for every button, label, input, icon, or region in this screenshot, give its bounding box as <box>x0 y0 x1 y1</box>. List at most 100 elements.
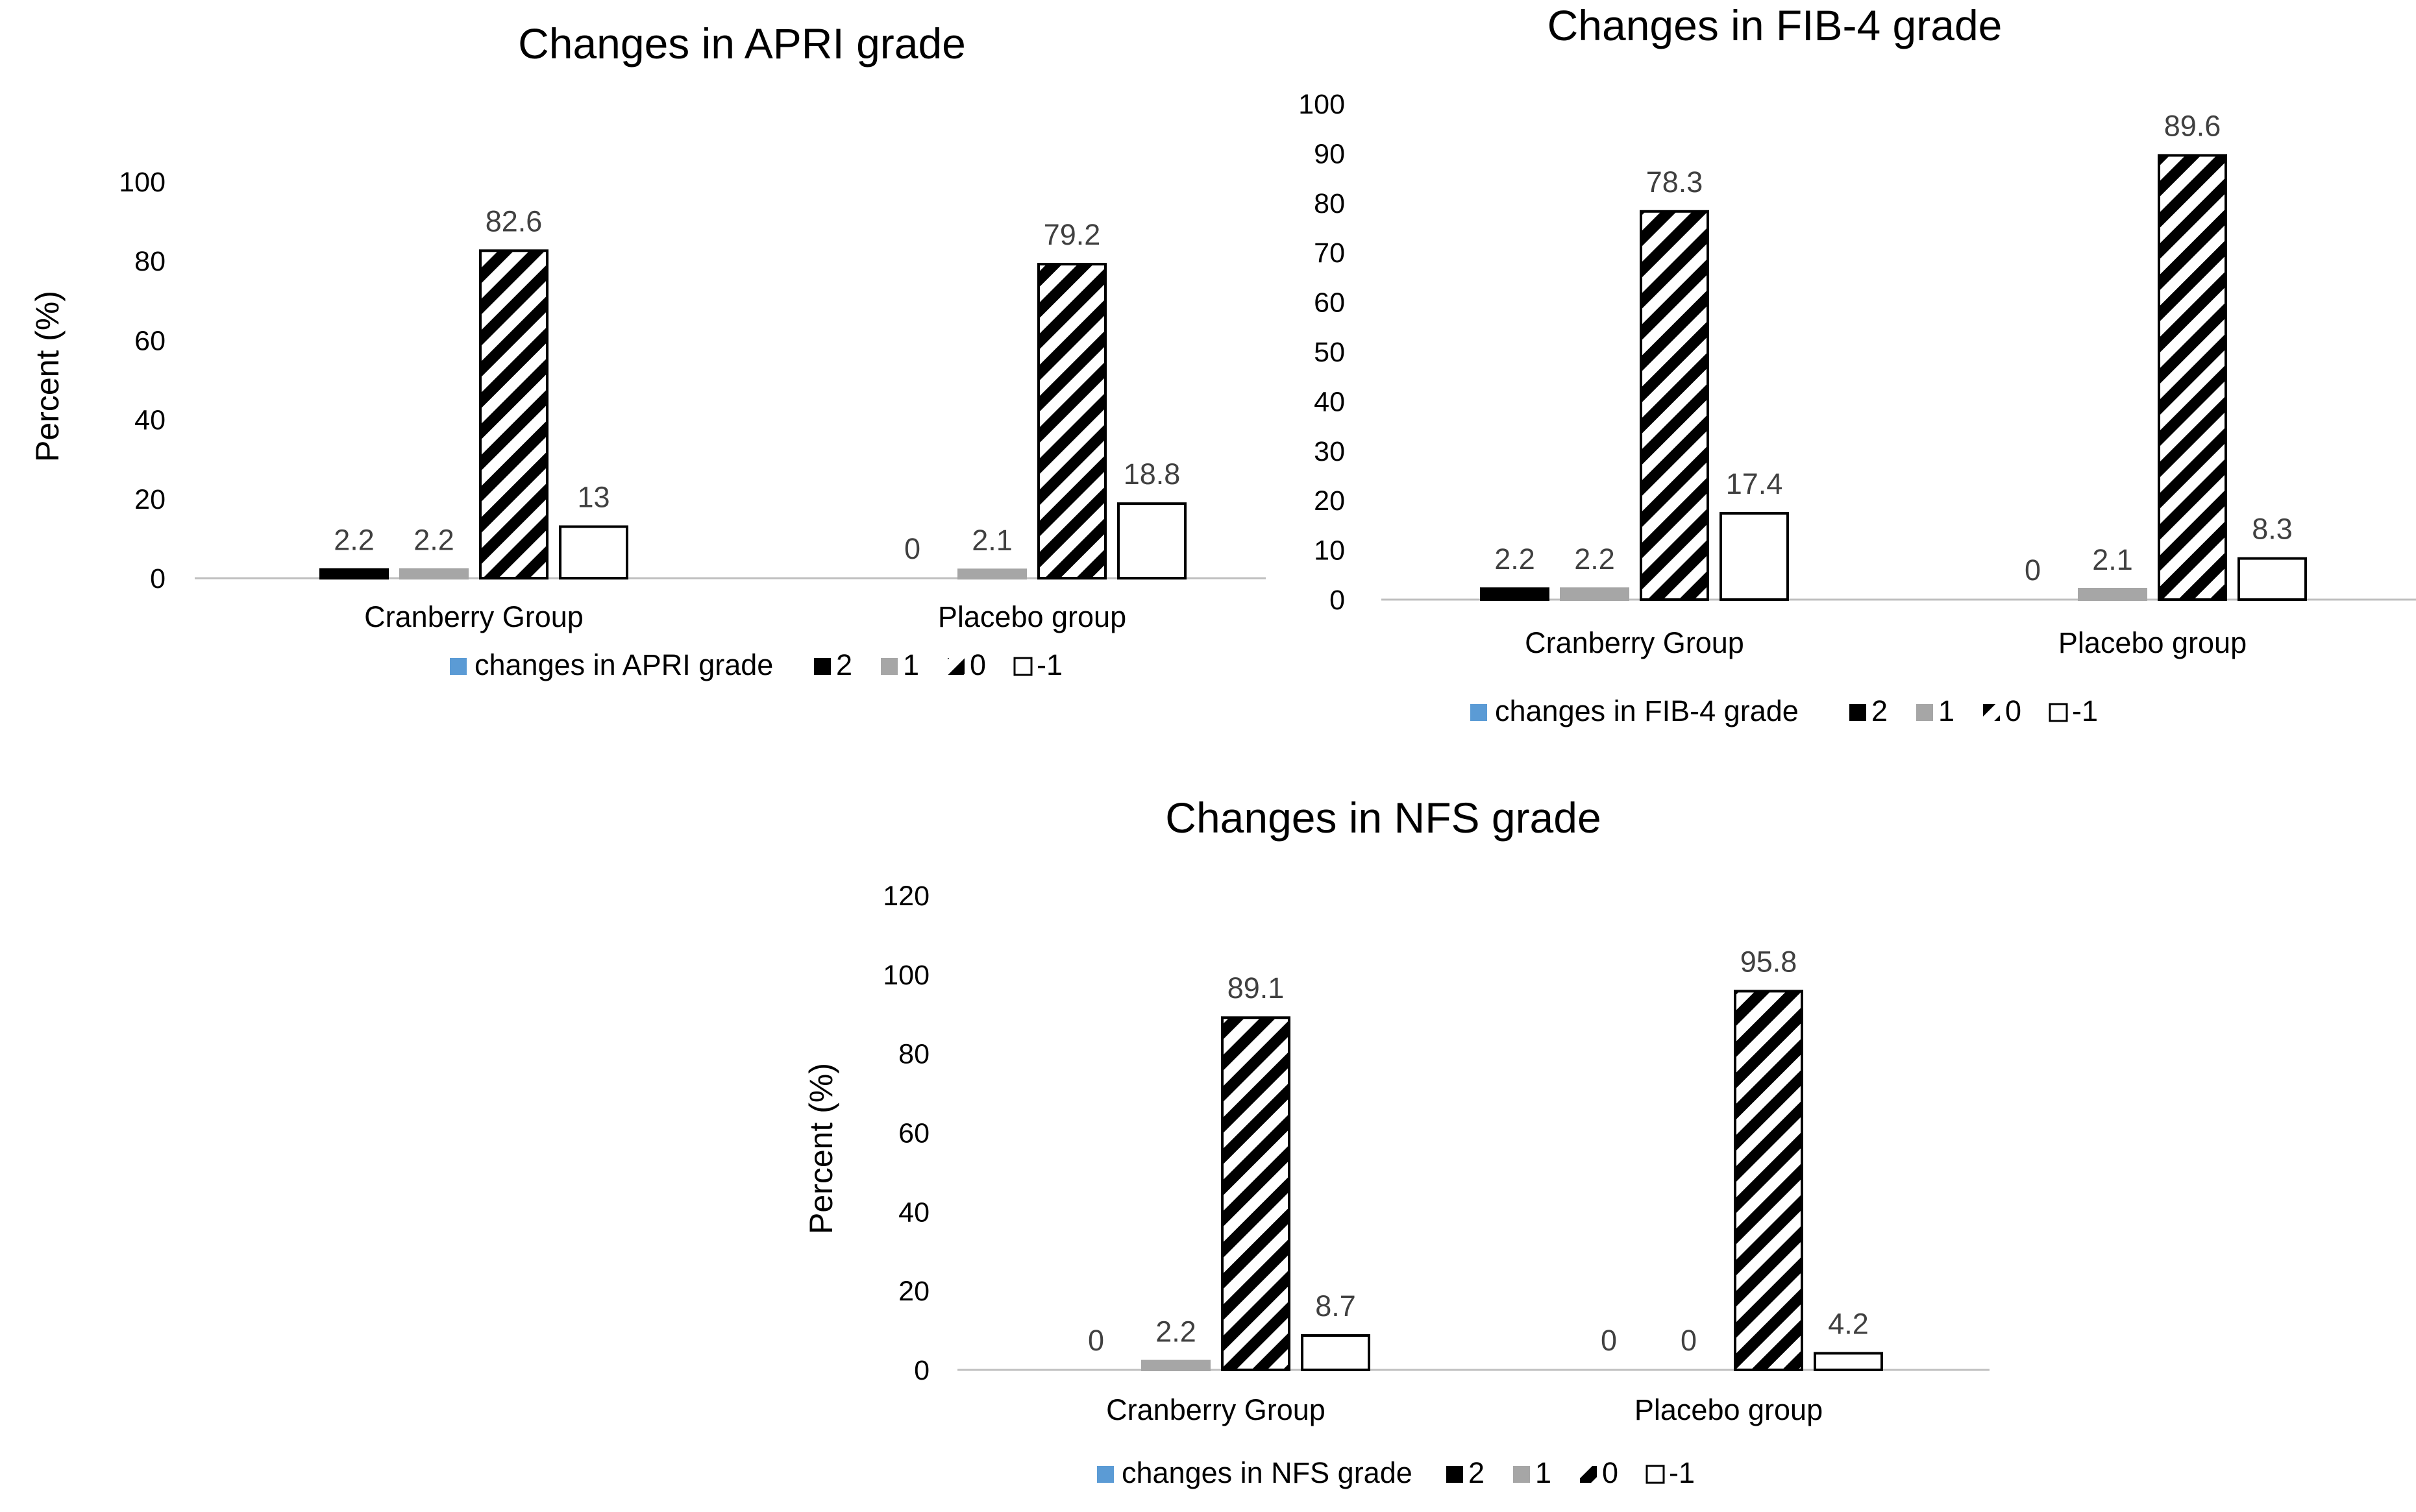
category-label: Placebo group <box>938 600 1126 633</box>
bar-1-0 <box>399 568 469 579</box>
category-label: Cranberry Group <box>1525 626 1744 659</box>
y-tick-label: 120 <box>883 881 930 912</box>
bar-1-0 <box>1141 1360 1211 1372</box>
legend-swatch <box>2049 703 2068 722</box>
data-label: 2.2 <box>1155 1315 1196 1348</box>
bar--1-0 <box>1301 1334 1370 1371</box>
y-tick-label: 40 <box>134 405 166 436</box>
bar--1-1 <box>1117 502 1187 580</box>
legend-swatch <box>1646 1465 1665 1484</box>
bar--1-0 <box>559 525 628 580</box>
y-tick-label: 10 <box>1314 535 1345 567</box>
data-label: 78.3 <box>1646 165 1703 199</box>
bar-2-0 <box>1480 587 1549 602</box>
data-label: 8.7 <box>1315 1289 1356 1323</box>
y-tick-label: 0 <box>150 563 166 594</box>
chart-title: Changes in APRI grade <box>518 19 966 67</box>
y-tick-label: 60 <box>1314 287 1345 319</box>
data-label: 0 <box>1681 1324 1697 1357</box>
data-label: 2.1 <box>972 524 1013 557</box>
legend-swatch <box>1097 1466 1114 1483</box>
data-label: 0 <box>1601 1324 1617 1357</box>
legend-swatch <box>948 658 965 675</box>
y-tick-label: 70 <box>1314 238 1345 269</box>
legend: changes in NFS grade 2 1 0 -1 <box>1097 1456 1695 1489</box>
y-tick-label: 100 <box>883 960 930 991</box>
bar-0-1 <box>1037 263 1107 579</box>
legend-swatch <box>1983 704 2000 721</box>
bar-1-0 <box>1560 587 1629 602</box>
legend-swatch <box>1013 657 1033 676</box>
bar-1-1 <box>957 568 1027 580</box>
legend-label: 2 <box>1468 1456 1485 1489</box>
legend-swatch <box>1849 704 1866 721</box>
y-axis-label: Percent (%) <box>803 1063 839 1234</box>
legend-swatch <box>1916 704 1933 721</box>
legend-label: 1 <box>903 648 919 681</box>
legend-label: 2 <box>836 648 852 681</box>
bar-0-0 <box>1221 1016 1290 1372</box>
legend-label: 1 <box>1535 1456 1551 1489</box>
category-label: Placebo group <box>1634 1393 1823 1426</box>
legend-swatch <box>881 658 898 675</box>
y-tick-label: 20 <box>1314 485 1345 517</box>
data-label: 0 <box>904 532 920 565</box>
data-label: 0 <box>1088 1324 1104 1357</box>
data-label: 2.1 <box>2092 543 2133 576</box>
y-tick-label: 20 <box>898 1276 930 1307</box>
bar--1-0 <box>1720 512 1789 602</box>
y-tick-label: 0 <box>1329 585 1345 616</box>
y-tick-label: 0 <box>914 1355 930 1386</box>
data-label: 95.8 <box>1740 945 1797 978</box>
y-tick-label: 60 <box>134 325 166 356</box>
bar-0-0 <box>479 249 549 579</box>
y-axis-label: Percent (%) <box>29 291 66 462</box>
data-label: 13 <box>577 481 610 514</box>
data-label: 4.2 <box>1828 1307 1869 1340</box>
data-label: 2.2 <box>1574 543 1615 576</box>
data-label: 79.2 <box>1044 218 1101 251</box>
y-tick-label: 100 <box>119 167 166 198</box>
y-tick-label: 20 <box>134 484 166 515</box>
chart-1: Changes in FIB-4 grade 0 10 20 30 40 50 60 70 80 9… <box>1298 1 2416 727</box>
data-label: 2.2 <box>1494 543 1535 576</box>
legend-label: -1 <box>2072 694 2098 727</box>
data-label: 2.2 <box>413 524 454 557</box>
data-label: 18.8 <box>1124 457 1181 491</box>
chart-title: Changes in FIB-4 grade <box>1547 1 2003 49</box>
chart-title: Changes in NFS grade <box>1165 794 1601 842</box>
legend-swatch <box>450 658 467 675</box>
legend: changes in APRI grade 2 1 0 -1 <box>450 648 1063 681</box>
legend-label: changes in APRI grade <box>475 648 773 681</box>
bar-2-0 <box>319 568 389 579</box>
bar-0-1 <box>2158 154 2227 601</box>
y-tick-label: 80 <box>1314 188 1345 219</box>
y-tick-label: 40 <box>1314 386 1345 417</box>
category-label: Placebo group <box>2058 626 2247 659</box>
legend-label: -1 <box>1037 648 1063 681</box>
y-tick-label: 80 <box>898 1039 930 1070</box>
y-tick-label: 40 <box>898 1197 930 1228</box>
y-tick-label: 90 <box>1314 138 1345 169</box>
category-label: Cranberry Group <box>1106 1393 1325 1426</box>
legend-label: 0 <box>2005 694 2021 727</box>
legend-swatch <box>1580 1466 1597 1483</box>
y-tick-label: 50 <box>1314 337 1345 368</box>
y-tick-label: 100 <box>1298 89 1345 120</box>
data-label: 17.4 <box>1726 467 1783 500</box>
y-tick-label: 30 <box>1314 436 1345 467</box>
data-label: 8.3 <box>2252 513 2293 546</box>
data-label: 89.1 <box>1227 971 1285 1005</box>
data-label: 0 <box>2025 554 2041 587</box>
legend-swatch <box>814 658 831 675</box>
legend-swatch <box>1513 1466 1530 1483</box>
data-label: 2.2 <box>334 524 375 557</box>
legend-label: 0 <box>1602 1456 1618 1489</box>
bar-0-1 <box>1734 990 1803 1371</box>
legend-label: changes in NFS grade <box>1122 1456 1412 1489</box>
y-tick-label: 60 <box>898 1118 930 1149</box>
legend-label: 0 <box>970 648 986 681</box>
